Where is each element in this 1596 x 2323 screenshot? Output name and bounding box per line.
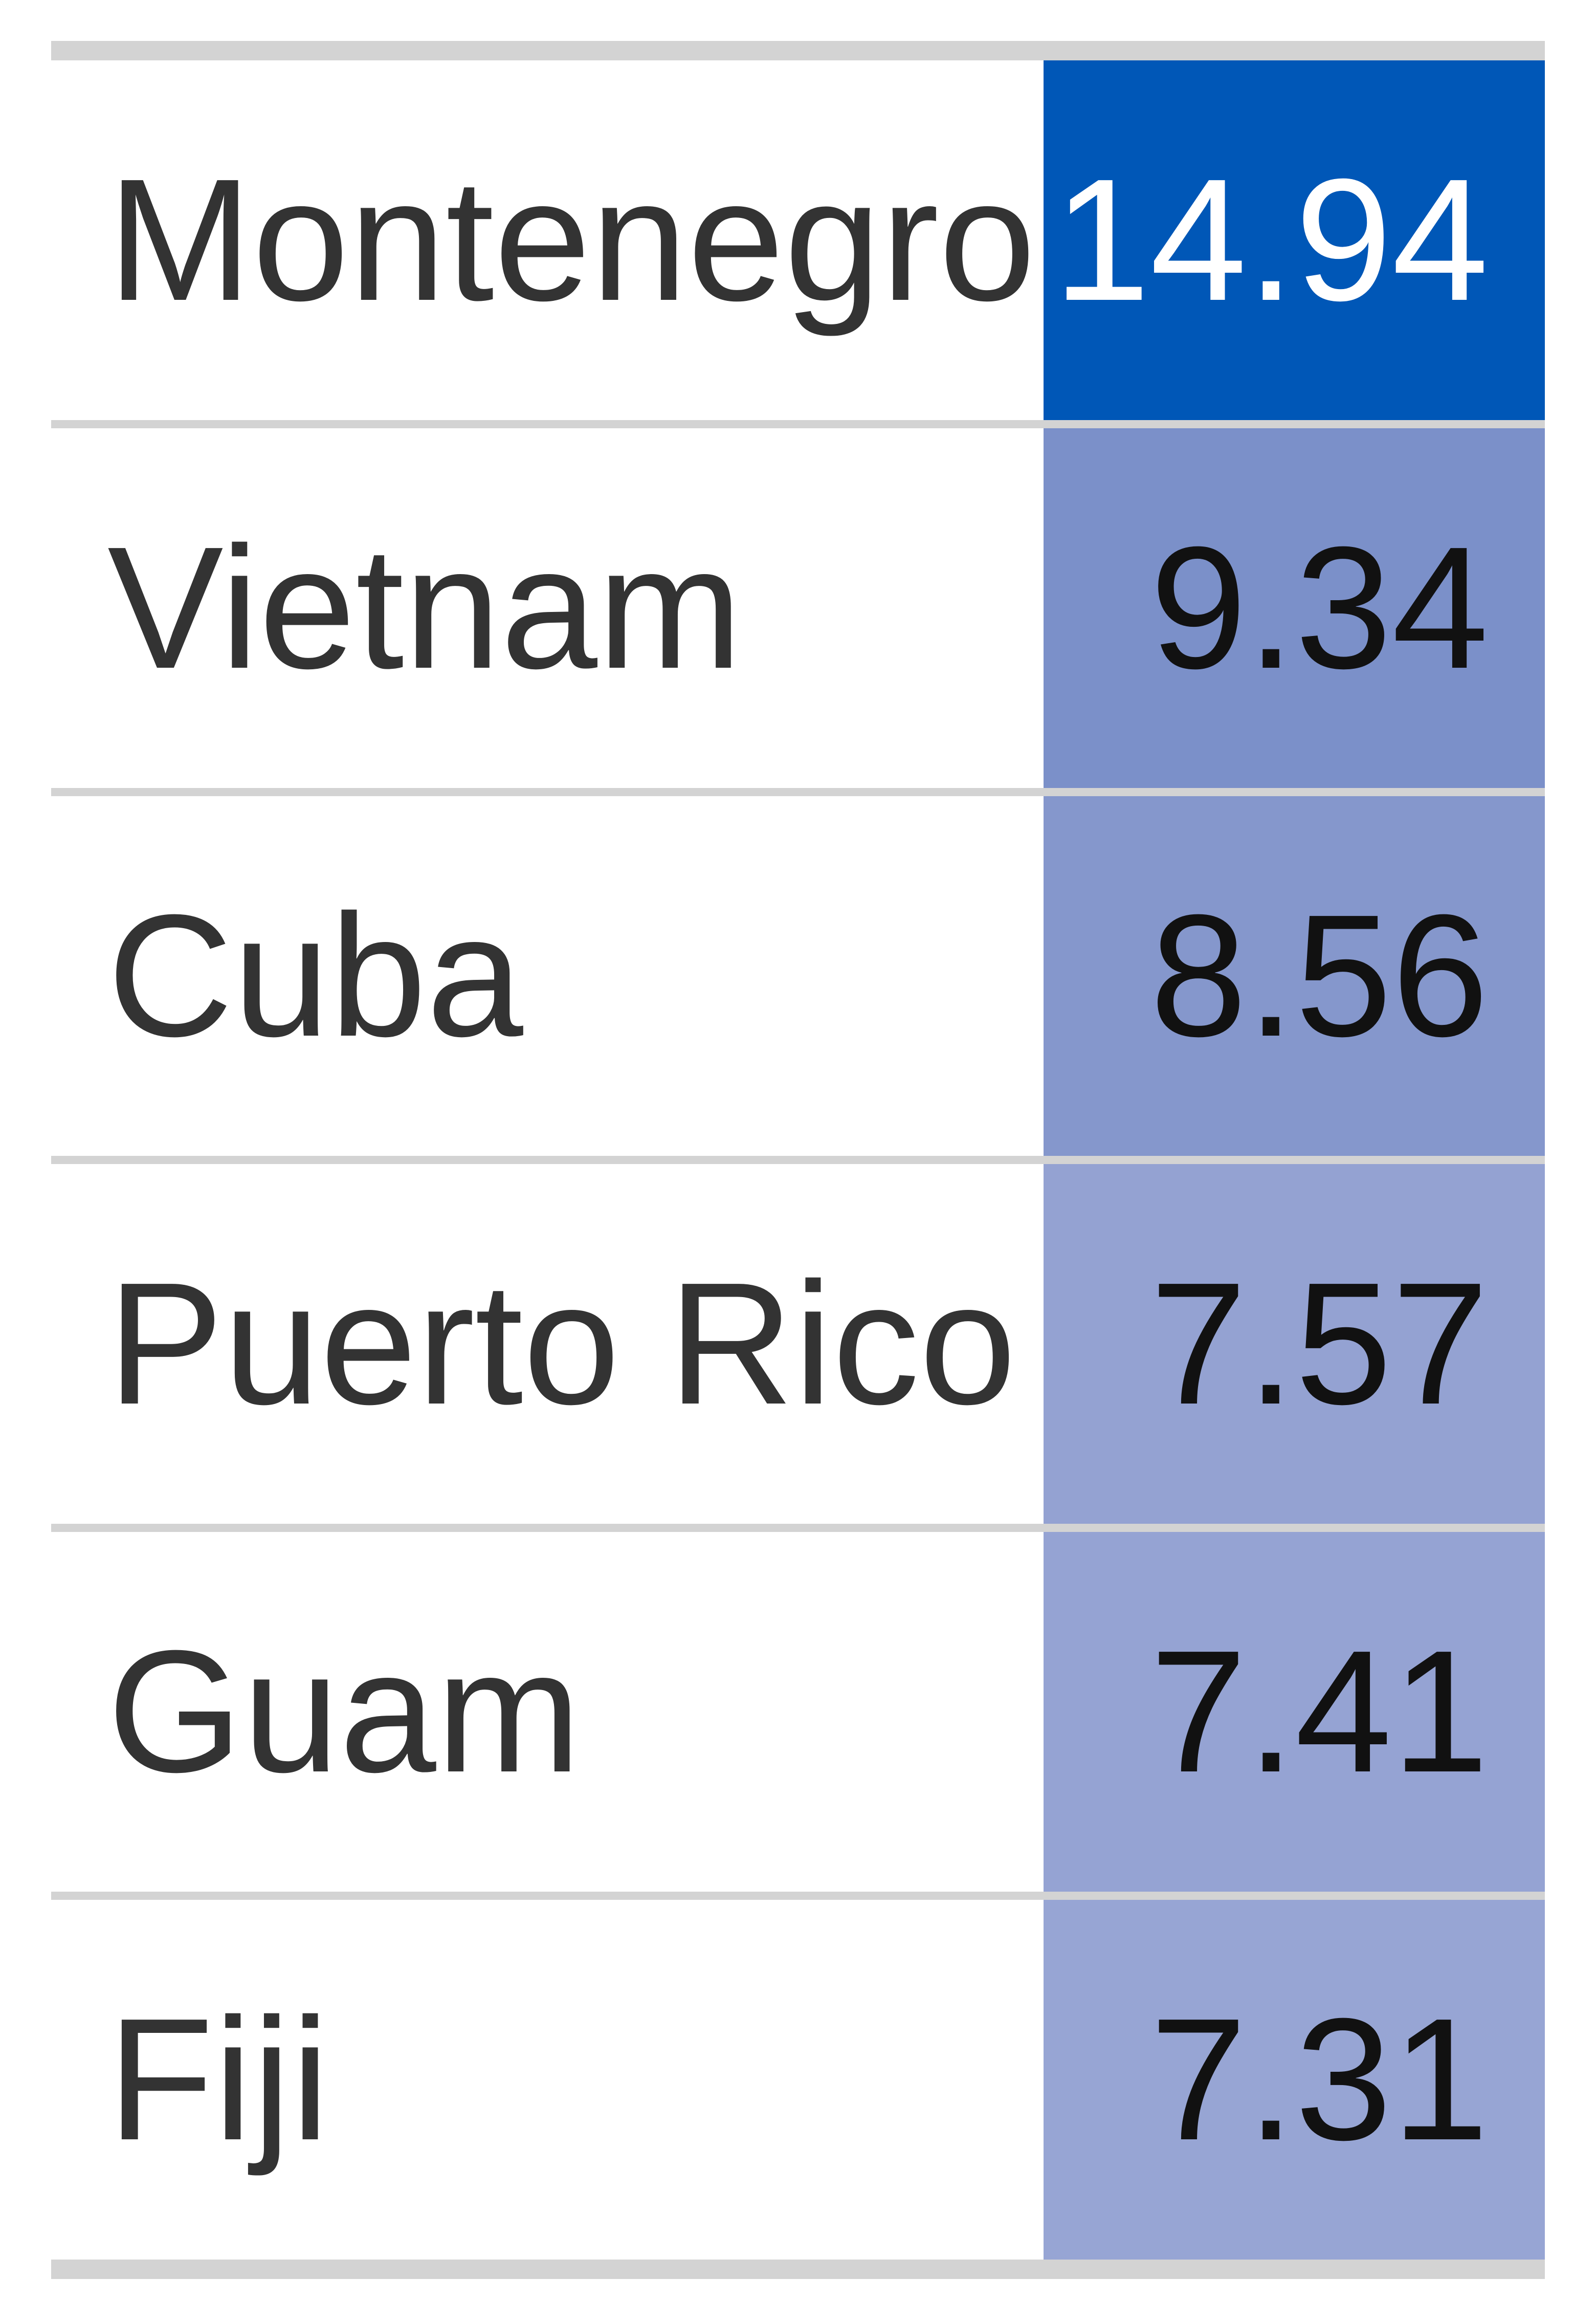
value-cell: 8.56 — [1044, 796, 1545, 1156]
country-label: Vietnam — [107, 511, 743, 705]
value-cell: 7.31 — [1044, 1900, 1545, 2260]
value-label: 7.57 — [1150, 1246, 1489, 1441]
value-label: 8.56 — [1150, 879, 1489, 1073]
table-top-rule — [51, 41, 1545, 60]
country-label: Puerto Rico — [107, 1246, 1016, 1441]
value-label: 7.41 — [1150, 1614, 1489, 1809]
table-row: Guam 7.41 — [51, 1532, 1545, 1900]
country-label: Cuba — [107, 879, 523, 1073]
value-cell: 7.57 — [1044, 1164, 1545, 1524]
table-row: Montenegro 14.94 — [51, 60, 1545, 428]
country-label: Fiji — [107, 1982, 330, 2177]
country-label: Guam — [107, 1614, 581, 1809]
value-label: 7.31 — [1150, 1982, 1489, 2177]
value-cell: 9.34 — [1044, 428, 1545, 788]
table-row: Puerto Rico 7.57 — [51, 1164, 1545, 1532]
value-label: 9.34 — [1150, 511, 1489, 705]
country-label: Montenegro — [107, 143, 1036, 337]
value-label: 14.94 — [1053, 143, 1489, 337]
value-cell: 14.94 — [1044, 60, 1545, 420]
table-body: Montenegro 14.94 Vietnam 9.34 Cuba 8.56 Puerto… — [51, 60, 1545, 2279]
table-row: Fiji 7.31 — [51, 1900, 1545, 2279]
value-cell: 7.41 — [1044, 1532, 1545, 1892]
table-row: Vietnam 9.34 — [51, 428, 1545, 796]
data-table: Montenegro 14.94 Vietnam 9.34 Cuba 8.56 Puerto… — [51, 41, 1545, 2279]
table-row: Cuba 8.56 — [51, 796, 1545, 1164]
